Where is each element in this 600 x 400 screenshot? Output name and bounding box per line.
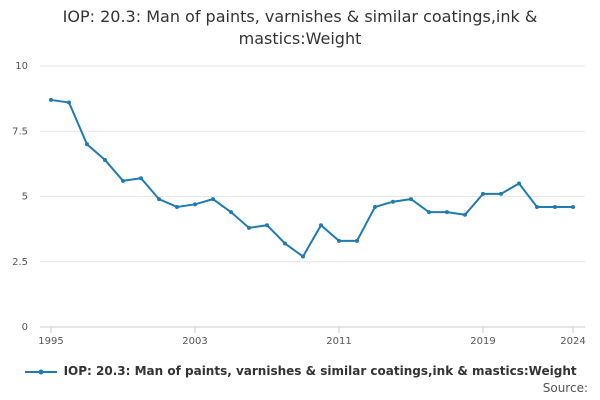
point xyxy=(139,176,143,181)
point xyxy=(427,210,431,215)
point xyxy=(157,197,161,202)
y-tick-label: 0 xyxy=(22,322,28,333)
point xyxy=(247,225,251,230)
line xyxy=(50,98,573,258)
legend-symbol xyxy=(25,369,58,374)
legend: IOP: 20.3: Man of paints, varnishes & si… xyxy=(0,364,600,378)
point xyxy=(85,142,89,147)
point xyxy=(319,223,323,228)
chart-title: IOP: 20.3: Man of paints, varnishes & si… xyxy=(62,7,538,48)
point xyxy=(103,157,107,162)
point xyxy=(409,197,413,202)
y-tick-label: 10 xyxy=(15,61,28,72)
point xyxy=(445,210,449,215)
point xyxy=(391,199,395,204)
point xyxy=(67,100,71,105)
x-tick-label: 2011 xyxy=(326,336,351,347)
point xyxy=(121,178,125,183)
point xyxy=(535,204,539,209)
point xyxy=(283,241,287,246)
point xyxy=(337,238,341,243)
point xyxy=(49,97,53,102)
point xyxy=(553,204,557,209)
y-tick-label: 2.5 xyxy=(12,257,28,268)
x-tick-label: 1995 xyxy=(38,336,63,347)
point xyxy=(517,181,521,186)
point xyxy=(301,254,305,259)
point xyxy=(265,223,269,228)
y-tick-label: 5 xyxy=(22,192,28,203)
y-tick-label: 7.5 xyxy=(12,126,28,137)
point xyxy=(193,202,197,207)
point xyxy=(463,212,467,217)
point xyxy=(175,204,179,209)
x-tick-label: 2024 xyxy=(560,336,585,347)
legend-label: IOP: 20.3: Man of paints, varnishes & si… xyxy=(63,364,577,378)
point xyxy=(481,191,485,196)
point xyxy=(571,204,575,209)
x-tick-label: 2003 xyxy=(182,336,207,347)
x-tick-label: 2019 xyxy=(470,336,495,347)
point xyxy=(499,191,503,196)
point xyxy=(229,210,233,215)
source: Source: xyxy=(542,381,588,395)
point xyxy=(355,238,359,243)
point xyxy=(211,197,215,202)
point xyxy=(373,204,377,209)
